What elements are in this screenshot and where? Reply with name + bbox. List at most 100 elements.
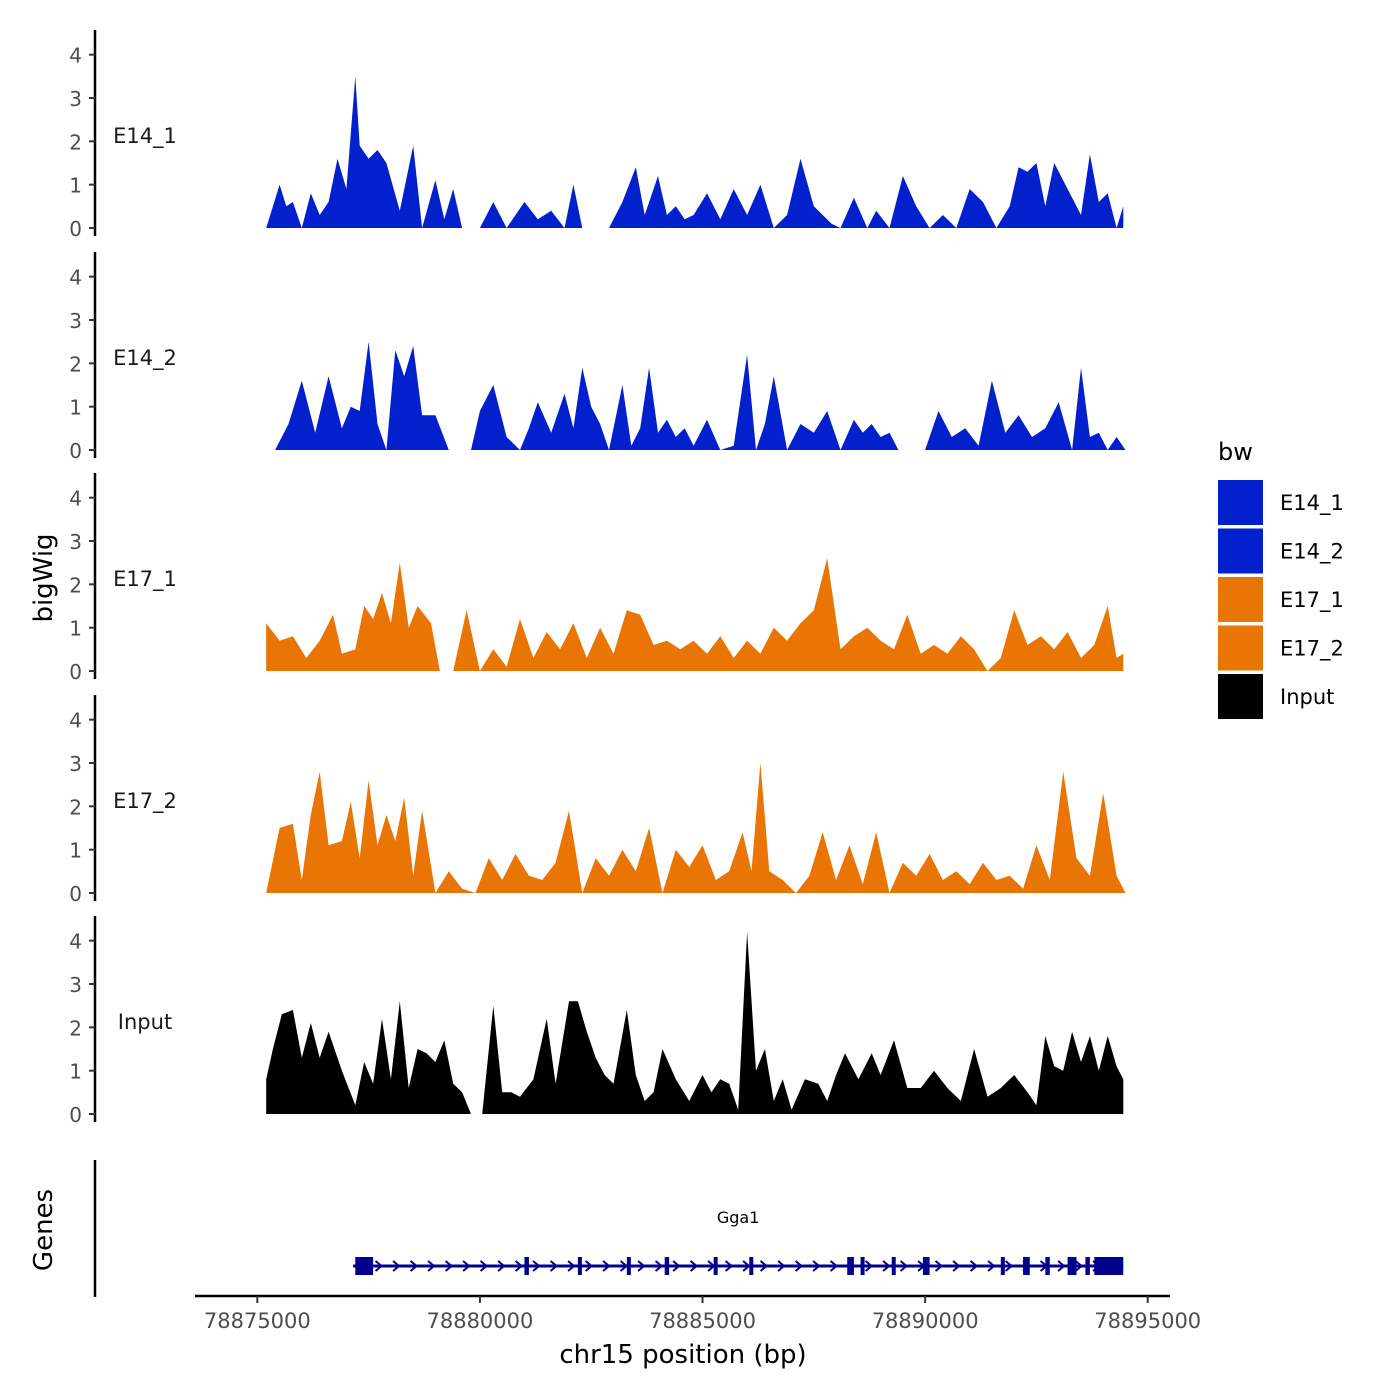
strand-arrow [882, 1260, 891, 1272]
strand-arrow [759, 1260, 769, 1272]
y-tick-label: 0 [69, 439, 82, 463]
x-axis-title: chr15 position (bp) [559, 1340, 806, 1370]
legend-label: E14_1 [1280, 491, 1344, 516]
legend-swatch [1218, 528, 1263, 574]
x-axis: 78875000 78880000 78885000 78890000 78895000 [195, 1294, 1201, 1333]
y-tick-label: 2 [69, 1016, 82, 1040]
strand-arrow [742, 1260, 751, 1272]
area-e17-2 [266, 763, 1126, 893]
y-tick-label: 1 [69, 1060, 82, 1084]
strand-arrow [497, 1260, 506, 1272]
track-label: E14_2 [113, 346, 177, 371]
exon [1067, 1257, 1077, 1275]
exon [847, 1257, 854, 1275]
strand-arrow [1057, 1260, 1066, 1272]
exon [577, 1257, 582, 1275]
track-label: Input [118, 1010, 172, 1034]
strand-arrow [514, 1260, 524, 1272]
strand-arrow [812, 1260, 821, 1272]
x-tick-label: 78895000 [1094, 1309, 1201, 1333]
strand-arrow [724, 1260, 734, 1272]
genes-track: Gga1 [93, 1160, 1124, 1297]
track-label: E14_1 [113, 124, 177, 149]
strand-arrow [637, 1260, 646, 1272]
strand-arrow [654, 1260, 664, 1272]
signal-tracks: 0 1 2 3 4 E14_1 0 1 2 3 4 E14_2 0 1 2 3 4 E17_1 0 1 2 3 4 E17_2… [69, 30, 1126, 1127]
strand-arrow [392, 1260, 401, 1272]
strand-arrow [987, 1260, 996, 1272]
track-e17-2: 0 1 2 3 4 E17_2 [69, 695, 1126, 906]
strand-arrow [584, 1260, 594, 1272]
area-e14-2 [275, 341, 1126, 450]
y-tick-label: 0 [69, 660, 82, 684]
y-tick-label: 4 [69, 930, 82, 954]
y-tick-label: 3 [69, 973, 82, 997]
area-input [266, 932, 1124, 1114]
legend: bw E14_1 E14_2 E17_1 E17_2 Input [1218, 438, 1344, 719]
legend-label: Input [1280, 685, 1334, 709]
track-label: E17_2 [113, 789, 177, 814]
exon [891, 1257, 896, 1275]
x-tick-label: 78885000 [649, 1309, 756, 1333]
legend-swatch [1218, 674, 1263, 719]
strand-arrow [689, 1260, 699, 1272]
legend-label: E17_2 [1280, 637, 1344, 662]
strand-arrow [374, 1260, 384, 1272]
exon [922, 1257, 930, 1275]
strand-arrow [952, 1260, 961, 1272]
y-tick-label: 2 [69, 352, 82, 376]
gene-label: Gga1 [717, 1208, 760, 1227]
legend-label: E17_1 [1280, 588, 1344, 613]
strand-arrow [794, 1260, 804, 1272]
track-e17-1: 0 1 2 3 4 E17_1 [69, 473, 1124, 684]
legend-label: E14_2 [1280, 540, 1344, 565]
strand-arrow [602, 1260, 611, 1272]
strand-arrow [427, 1260, 436, 1272]
legend-swatch [1218, 577, 1263, 622]
strand-arrow [479, 1260, 489, 1272]
legend-swatch [1218, 625, 1263, 671]
y-tick-label: 2 [69, 573, 82, 597]
y-tick-label: 3 [69, 309, 82, 333]
strand-arrow [934, 1260, 944, 1272]
y-tick-label: 3 [69, 87, 82, 111]
exon [1085, 1257, 1090, 1275]
exon [1000, 1257, 1005, 1275]
strand-arrow [532, 1260, 541, 1272]
exon [860, 1257, 865, 1275]
y-tick-label: 1 [69, 174, 82, 198]
strand-arrow [829, 1260, 839, 1272]
y-tick-label: 2 [69, 130, 82, 154]
legend-swatch [1218, 480, 1263, 525]
y-tick-label: 4 [69, 266, 82, 290]
y-axis-title: bigWig [29, 533, 59, 622]
y-tick-label: 0 [69, 217, 82, 241]
strand-arrow [462, 1260, 471, 1272]
y-tick-label: 1 [69, 396, 82, 420]
exon [524, 1257, 529, 1275]
y-tick-label: 4 [69, 487, 82, 511]
y-tick-label: 3 [69, 752, 82, 776]
y-tick-label: 1 [69, 617, 82, 641]
track-e14-2: 0 1 2 3 4 E14_2 [69, 252, 1126, 463]
strand-arrow [777, 1260, 786, 1272]
x-tick-label: 78875000 [204, 1309, 311, 1333]
track-e14-1: 0 1 2 3 4 E14_1 [69, 30, 1124, 241]
strand-arrow [549, 1260, 559, 1272]
y-tick-label: 4 [69, 709, 82, 733]
strand-arrow [409, 1260, 419, 1272]
strand-arrow [899, 1260, 909, 1272]
genes-axis-title: Genes [29, 1189, 59, 1271]
exon [355, 1257, 374, 1275]
area-e17-1 [266, 558, 1124, 671]
x-tick-label: 78890000 [872, 1309, 979, 1333]
track-input: 0 1 2 3 4 Input [69, 916, 1124, 1127]
exon [1094, 1257, 1124, 1275]
y-tick-label: 3 [69, 530, 82, 554]
strand-arrow [444, 1260, 454, 1272]
y-tick-label: 2 [69, 795, 82, 819]
y-tick-label: 4 [69, 44, 82, 68]
track-label: E17_1 [113, 567, 177, 592]
strand-arrow [619, 1260, 629, 1272]
